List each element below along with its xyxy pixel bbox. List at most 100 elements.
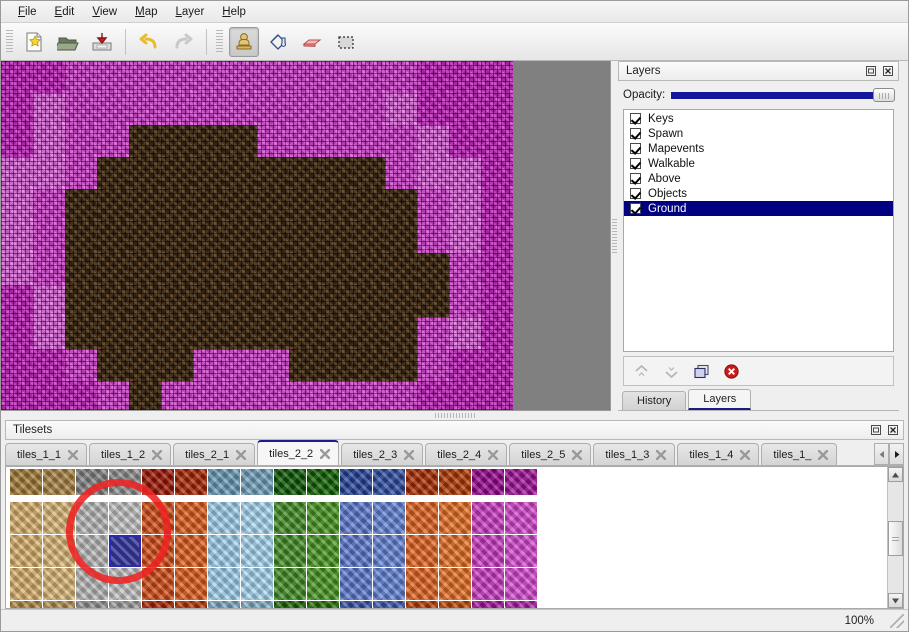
map-tile[interactable] bbox=[353, 93, 385, 125]
map-tile[interactable] bbox=[353, 349, 385, 381]
map-tile[interactable] bbox=[1, 317, 33, 349]
map-tile[interactable] bbox=[129, 349, 161, 381]
map-tile[interactable] bbox=[97, 285, 129, 317]
tileset-tile[interactable] bbox=[43, 568, 75, 600]
tileset-tile[interactable] bbox=[307, 469, 339, 495]
map-tile[interactable] bbox=[449, 157, 481, 189]
map-tile[interactable] bbox=[1, 285, 33, 317]
tileset-tile[interactable] bbox=[241, 469, 273, 495]
map-tile[interactable] bbox=[97, 157, 129, 189]
horizontal-splitter[interactable] bbox=[1, 411, 908, 420]
map-tile[interactable] bbox=[33, 253, 65, 285]
map-tile[interactable] bbox=[193, 189, 225, 221]
tileset-tile[interactable] bbox=[307, 601, 339, 608]
map-tile[interactable] bbox=[129, 253, 161, 285]
map-tile[interactable] bbox=[257, 381, 289, 410]
tileset-tile[interactable] bbox=[439, 502, 471, 534]
map-tile[interactable] bbox=[289, 253, 321, 285]
tileset-tile[interactable] bbox=[43, 469, 75, 495]
tileset-tile[interactable] bbox=[43, 502, 75, 534]
map-tile[interactable] bbox=[353, 317, 385, 349]
tileset-tile[interactable] bbox=[241, 568, 273, 600]
map-tile[interactable] bbox=[353, 157, 385, 189]
tileset-tile[interactable] bbox=[439, 535, 471, 567]
tileset-tile[interactable] bbox=[208, 601, 240, 608]
map-tile[interactable] bbox=[193, 349, 225, 381]
tileset-tab-tiles_1_[interactable]: tiles_1_ bbox=[761, 443, 838, 465]
map-tile[interactable] bbox=[129, 125, 161, 157]
map-tile[interactable] bbox=[225, 285, 257, 317]
map-tile[interactable] bbox=[193, 157, 225, 189]
map-tile[interactable] bbox=[129, 221, 161, 253]
tileset-tile[interactable] bbox=[505, 535, 537, 567]
map-tile[interactable] bbox=[65, 189, 97, 221]
map-tile[interactable] bbox=[417, 93, 449, 125]
map-tile[interactable] bbox=[225, 93, 257, 125]
tileset-tile[interactable] bbox=[208, 568, 240, 600]
layer-visibility-checkbox[interactable] bbox=[630, 128, 641, 139]
map-tile[interactable] bbox=[417, 61, 449, 93]
tileset-tile[interactable] bbox=[142, 601, 174, 608]
map-tile[interactable] bbox=[257, 189, 289, 221]
map-tile[interactable] bbox=[289, 189, 321, 221]
map-tile[interactable] bbox=[321, 317, 353, 349]
tileset-tile[interactable] bbox=[76, 601, 108, 608]
map-tile[interactable] bbox=[385, 253, 417, 285]
map-tile[interactable] bbox=[97, 349, 129, 381]
map-tile[interactable] bbox=[161, 253, 193, 285]
map-tile[interactable] bbox=[417, 221, 449, 253]
map-tile[interactable] bbox=[129, 285, 161, 317]
map-tile[interactable] bbox=[97, 381, 129, 410]
map-tile[interactable] bbox=[257, 125, 289, 157]
map-tile[interactable] bbox=[161, 93, 193, 125]
map-tile[interactable] bbox=[129, 93, 161, 125]
tileset-view[interactable] bbox=[5, 466, 904, 609]
map-tile[interactable] bbox=[321, 349, 353, 381]
map-tile[interactable] bbox=[97, 93, 129, 125]
tileset-tile[interactable] bbox=[439, 469, 471, 495]
map-tile[interactable] bbox=[65, 125, 97, 157]
tileset-tile[interactable] bbox=[439, 601, 471, 608]
map-tile[interactable] bbox=[161, 221, 193, 253]
close-tileset-icon[interactable] bbox=[740, 449, 751, 460]
tileset-tile[interactable] bbox=[109, 469, 141, 495]
tileset-tile[interactable] bbox=[373, 535, 405, 567]
close-tileset-icon[interactable] bbox=[488, 449, 499, 460]
layer-row[interactable]: Spawn bbox=[624, 126, 893, 141]
tileset-tile[interactable] bbox=[43, 535, 75, 567]
map-tile[interactable] bbox=[193, 381, 225, 410]
map-tile[interactable] bbox=[225, 61, 257, 93]
map-tile[interactable] bbox=[449, 253, 481, 285]
stamp-tool-icon[interactable] bbox=[229, 26, 259, 57]
map-tile[interactable] bbox=[417, 349, 449, 381]
map-tile[interactable] bbox=[321, 253, 353, 285]
tileset-tile[interactable] bbox=[175, 535, 207, 567]
map-tile[interactable] bbox=[65, 61, 97, 93]
map-tile[interactable] bbox=[65, 93, 97, 125]
tileset-tab-tiles_2_1[interactable]: tiles_2_1 bbox=[173, 443, 256, 465]
map-tile[interactable] bbox=[65, 157, 97, 189]
map-tile[interactable] bbox=[385, 381, 417, 410]
map-tile[interactable] bbox=[65, 381, 97, 410]
tileset-tile[interactable] bbox=[10, 568, 42, 600]
map-tile[interactable] bbox=[385, 189, 417, 221]
map-tile[interactable] bbox=[417, 285, 449, 317]
map-tile[interactable] bbox=[1, 61, 33, 93]
map-tile[interactable] bbox=[353, 61, 385, 93]
map-tile[interactable] bbox=[1, 221, 33, 253]
resize-grip-icon[interactable] bbox=[890, 613, 904, 628]
tileset-tile[interactable] bbox=[142, 568, 174, 600]
map-tile[interactable] bbox=[161, 349, 193, 381]
map-tile[interactable] bbox=[257, 253, 289, 285]
map-tile[interactable] bbox=[289, 221, 321, 253]
tileset-tile[interactable] bbox=[10, 535, 42, 567]
map-tile[interactable] bbox=[417, 381, 449, 410]
close-tileset-icon[interactable] bbox=[67, 449, 79, 460]
tileset-tile[interactable] bbox=[505, 601, 537, 608]
new-map-icon[interactable] bbox=[19, 27, 49, 57]
tileset-tab-tiles_1_2[interactable]: tiles_1_2 bbox=[89, 443, 172, 465]
map-tile[interactable] bbox=[193, 125, 225, 157]
map-tile[interactable] bbox=[161, 285, 193, 317]
map-tile[interactable] bbox=[225, 381, 257, 410]
map-tile[interactable] bbox=[385, 285, 417, 317]
